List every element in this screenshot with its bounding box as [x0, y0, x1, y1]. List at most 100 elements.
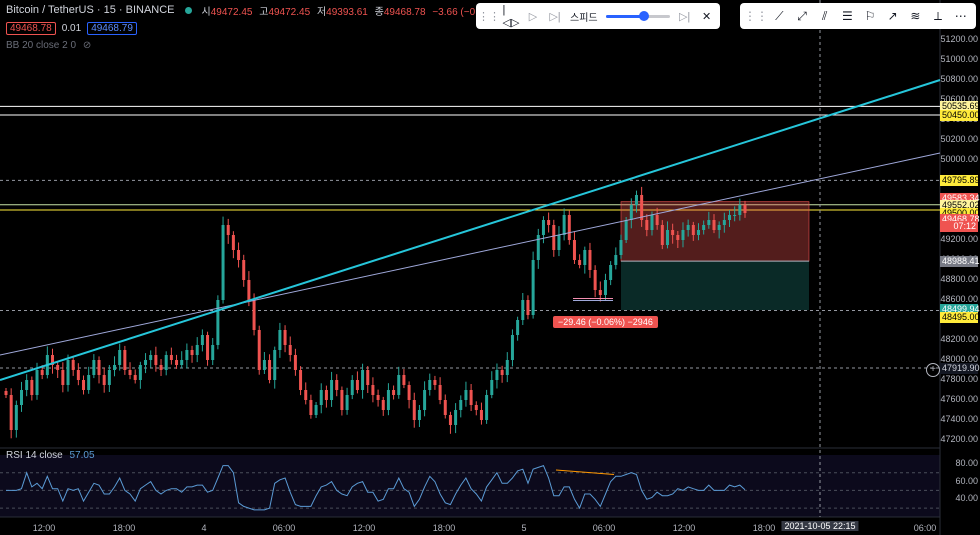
candle-body [76, 370, 80, 380]
ray-icon[interactable]: ⤢ [797, 8, 807, 23]
candle-body [717, 225, 721, 230]
trend-line-icon[interactable]: ⟋ [775, 8, 784, 23]
spread-value: 0.01 [61, 23, 82, 34]
price-axis-label: 50600.00 [940, 94, 978, 104]
arrow-icon[interactable]: ↗ [887, 9, 898, 23]
candle-body [71, 360, 75, 370]
bb-indicator-label[interactable]: BB 20 close 2 0 ⊘ [6, 40, 92, 51]
candle-body [304, 390, 308, 400]
fib-icon[interactable]: ☰ [841, 9, 853, 23]
candle-body [30, 380, 34, 395]
price-axis-label: 47200.00 [940, 434, 978, 444]
candle-body [479, 410, 483, 420]
candle-body [676, 235, 680, 240]
replay-select-icon[interactable]: |◁▷ [502, 3, 520, 29]
candle-body [324, 390, 328, 400]
play-icon[interactable]: ▷ [528, 10, 538, 23]
candle-body [273, 350, 277, 380]
price-tag: 49500.00 [940, 207, 980, 219]
market-status-icon [184, 6, 192, 14]
candle-body [386, 390, 390, 410]
candle-body [314, 405, 318, 415]
candle-body [433, 380, 437, 385]
candle-body [629, 205, 633, 220]
candle-body [113, 365, 117, 370]
candle-body [521, 300, 525, 320]
candle-body [619, 240, 623, 255]
candle-body [51, 355, 55, 365]
pattern-icon[interactable]: ≋ [910, 9, 921, 23]
candle-body [417, 410, 421, 420]
eye-hidden-icon[interactable]: ⊘ [82, 40, 92, 51]
position-pnl-label[interactable]: −29.46 (−0.06%) −2946 [553, 316, 658, 328]
candle-body [727, 215, 731, 220]
candle-body [567, 215, 571, 240]
candle-body [381, 400, 385, 410]
candle-body [743, 205, 747, 213]
candle-body [495, 370, 499, 380]
sell-price[interactable]: 49468.78 [6, 22, 56, 35]
candle-body [335, 380, 339, 390]
candle-body [35, 370, 39, 395]
candle-body [92, 360, 96, 375]
replay-toolbar: ⋮⋮ |◁▷ ▷ ▷| 스피드 ▷| ✕ [476, 3, 720, 29]
candle-body [392, 390, 396, 395]
close-icon[interactable]: ✕ [702, 10, 712, 23]
drag-handle-icon[interactable]: ⋮⋮ [478, 10, 500, 23]
rsi-label[interactable]: RSI 14 close 57.05 [6, 450, 95, 461]
candle-body [66, 360, 70, 385]
candle-body [671, 230, 675, 235]
candle-body [97, 360, 101, 375]
jump-to-realtime-icon[interactable]: ▷| [678, 10, 691, 23]
candle-body [257, 330, 261, 370]
add-alert-icon[interactable]: + [926, 363, 940, 377]
more-icon[interactable]: ⋯ [954, 9, 967, 23]
rsi-value: 57.05 [69, 450, 95, 461]
flag-icon[interactable]: ⚐ [864, 9, 876, 23]
candle-body [474, 405, 478, 410]
candle-body [180, 360, 184, 365]
candle-body [133, 375, 137, 380]
rsi-axis-label: 80.00 [955, 457, 978, 468]
candle-body [686, 225, 690, 230]
candle-body [459, 400, 463, 410]
candle-body [247, 280, 251, 300]
time-axis-label: 4 [201, 523, 207, 533]
buy-price[interactable]: 49468.79 [87, 22, 137, 35]
candle-body [583, 250, 587, 265]
stop-loss-zone [620, 201, 810, 262]
price-axis-label: 47800.00 [940, 374, 978, 384]
step-forward-icon[interactable]: ▷| [549, 10, 561, 23]
ruler-icon[interactable]: ⟂ [934, 8, 943, 23]
candle-body [87, 375, 91, 390]
drag-handle-icon[interactable]: ⋮⋮ [744, 9, 768, 23]
candle-body [340, 390, 344, 410]
speed-slider[interactable] [605, 10, 670, 21]
take-profit-zone [621, 261, 809, 311]
candle-body [526, 300, 530, 315]
candle-body [252, 300, 256, 330]
rsi-divergence-line [555, 469, 615, 475]
candle-body [438, 385, 442, 400]
time-axis-label: 5 [521, 523, 527, 533]
candle-body [707, 220, 711, 225]
price-axis-label: 51200.00 [940, 34, 978, 44]
parallel-channel-icon[interactable]: ⫽ [822, 8, 828, 23]
price-axis-label: 50800.00 [940, 74, 978, 84]
candle-body [262, 360, 266, 370]
candle-body [469, 390, 473, 405]
candle-body [361, 370, 365, 390]
candle-body [738, 205, 742, 215]
candle-body [645, 220, 649, 230]
speed-slider-knob[interactable] [639, 10, 649, 21]
candle-body [572, 240, 576, 260]
time-axis-label: 18:00 [432, 523, 456, 533]
candle-body [185, 350, 189, 360]
candle-body [195, 345, 199, 355]
symbol-title[interactable]: Bitcoin / TetherUS · 15 · BINANCE [6, 4, 175, 16]
candle-body [309, 400, 313, 415]
price-axis-label: 47600.00 [940, 394, 978, 404]
candle-body [82, 380, 86, 390]
candle-body [407, 385, 411, 400]
